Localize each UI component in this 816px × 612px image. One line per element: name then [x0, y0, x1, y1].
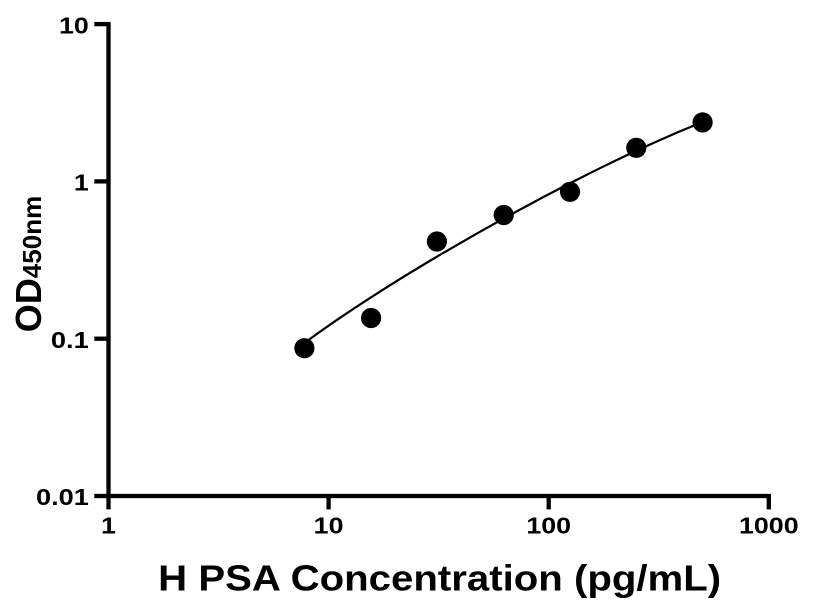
svg-text:100: 100: [526, 512, 571, 538]
svg-text:1: 1: [74, 170, 89, 196]
svg-text:10: 10: [59, 12, 89, 38]
svg-text:1: 1: [101, 512, 116, 538]
svg-text:OD450nm: OD450nm: [8, 196, 49, 332]
svg-text:0.1: 0.1: [51, 327, 89, 353]
svg-text:0.01: 0.01: [36, 484, 89, 510]
svg-text:1000: 1000: [739, 512, 799, 538]
svg-text:10: 10: [314, 512, 344, 538]
svg-text:H PSA Concentration (pg/mL): H PSA Concentration (pg/mL): [158, 558, 721, 599]
